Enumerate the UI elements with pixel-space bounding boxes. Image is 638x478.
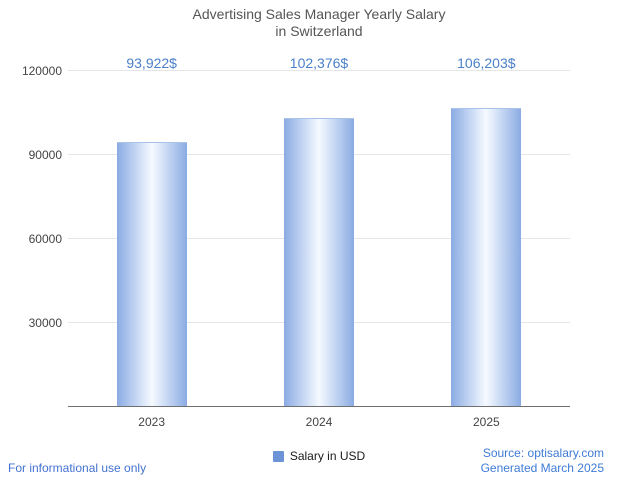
y-axis-tick-label: 60000 (28, 232, 62, 246)
bar-2025 (451, 108, 522, 406)
legend-marker-icon (272, 450, 284, 462)
y-axis-tick-label: 90000 (28, 148, 62, 162)
x-axis-line (68, 406, 570, 407)
legend: Salary in USD (0, 449, 638, 463)
bar-2024 (284, 118, 354, 406)
chart-title-line2: in Switzerland (275, 23, 363, 39)
chart-title: Advertising Sales Manager Yearly Salary … (0, 6, 638, 40)
footer-source-block: Source: optisalary.com Generated March 2… (481, 446, 604, 476)
y-axis-tick-label: 120000 (21, 64, 62, 78)
x-axis-category-label: 2024 (305, 415, 333, 429)
gridline (68, 70, 570, 71)
source-link[interactable]: Source: optisalary.com (482, 446, 604, 460)
y-axis-tick-label: 30000 (28, 316, 62, 330)
bar-value-label: 102,376$ (289, 55, 349, 71)
bar-2023 (116, 142, 187, 406)
bar-value-label: 106,203$ (457, 55, 516, 71)
legend-label: Salary in USD (289, 449, 366, 463)
footer-disclaimer: For informational use only (8, 461, 147, 475)
x-axis-category-label: 2023 (138, 415, 166, 429)
chart-title-line1: Advertising Sales Manager Yearly Salary (192, 6, 446, 22)
bar-value-label: 93,922$ (126, 55, 177, 71)
generated-date: Generated March 2025 (480, 461, 604, 475)
x-axis-category-label: 2025 (472, 415, 500, 429)
plot-area (68, 70, 570, 406)
